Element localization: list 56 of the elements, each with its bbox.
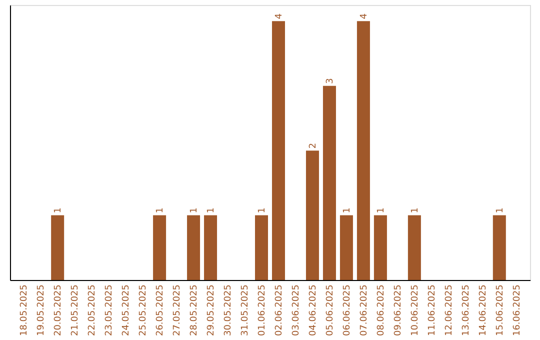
x-tick-label: 05.06.2025 xyxy=(325,284,336,336)
x-tick-label: 08.06.2025 xyxy=(376,284,386,336)
x-tick-label: 14.06.2025 xyxy=(478,284,488,336)
data-label: 1 xyxy=(54,208,64,214)
x-tick-label: 16.06.2025 xyxy=(512,284,522,336)
bar xyxy=(408,215,421,280)
x-tick-label: 26.05.2025 xyxy=(156,284,166,336)
x-tick-label: 10.06.2025 xyxy=(410,284,420,336)
data-label: 1 xyxy=(342,208,352,214)
x-tick-label: 21.05.2025 xyxy=(70,284,81,336)
x-tick-label: 24.05.2025 xyxy=(122,284,132,336)
x-tick-label: 15.06.2025 xyxy=(495,284,506,336)
bar xyxy=(374,215,387,280)
x-tick-label: 04.06.2025 xyxy=(308,284,318,336)
x-tick-label: 31.05.2025 xyxy=(240,284,251,336)
bar xyxy=(187,215,200,280)
data-label: 1 xyxy=(190,208,200,214)
x-tick-label: 01.06.2025 xyxy=(258,284,268,336)
bar xyxy=(51,215,64,280)
data-label: 1 xyxy=(376,208,386,214)
data-label: 4 xyxy=(274,13,284,20)
data-label: 1 xyxy=(410,208,420,214)
x-tick-label: 03.06.2025 xyxy=(291,284,302,336)
x-tick-label: 12.06.2025 xyxy=(444,284,454,336)
data-label: 1 xyxy=(258,208,268,214)
x-tick-label: 09.06.2025 xyxy=(393,284,404,336)
bar xyxy=(322,86,336,280)
x-tick-label: 02.06.2025 xyxy=(274,284,284,336)
bar xyxy=(153,215,166,280)
bar xyxy=(306,150,319,280)
x-tick-label: 20.05.2025 xyxy=(54,284,64,336)
data-label: 1 xyxy=(495,208,506,214)
x-tick-label: 06.06.2025 xyxy=(342,284,352,336)
data-label: 4 xyxy=(359,13,370,20)
x-tick-label: 28.05.2025 xyxy=(190,284,200,336)
x-tick-label: 29.05.2025 xyxy=(206,284,217,336)
bar xyxy=(340,215,353,280)
x-tick-label: 18.05.2025 xyxy=(20,284,30,336)
data-label: 3 xyxy=(325,78,336,84)
x-tick-label: 23.05.2025 xyxy=(104,284,115,336)
x-tick-label: 27.05.2025 xyxy=(172,284,183,336)
data-label: 2 xyxy=(308,142,318,149)
x-tick-label: 22.05.2025 xyxy=(88,284,98,336)
bar xyxy=(255,215,268,280)
bar xyxy=(272,21,285,280)
data-label: 1 xyxy=(206,208,217,214)
bar xyxy=(356,21,370,280)
x-tick-label: 11.06.2025 xyxy=(427,284,438,336)
bar xyxy=(204,215,218,280)
bar xyxy=(492,215,506,280)
x-tick-label: 13.06.2025 xyxy=(461,284,472,336)
data-label: 1 xyxy=(156,208,166,214)
x-tick-label: 30.05.2025 xyxy=(224,284,234,336)
x-tick-label: 07.06.2025 xyxy=(359,284,370,336)
x-tick-label: 19.05.2025 xyxy=(36,284,47,336)
x-tick-label: 25.05.2025 xyxy=(138,284,149,336)
